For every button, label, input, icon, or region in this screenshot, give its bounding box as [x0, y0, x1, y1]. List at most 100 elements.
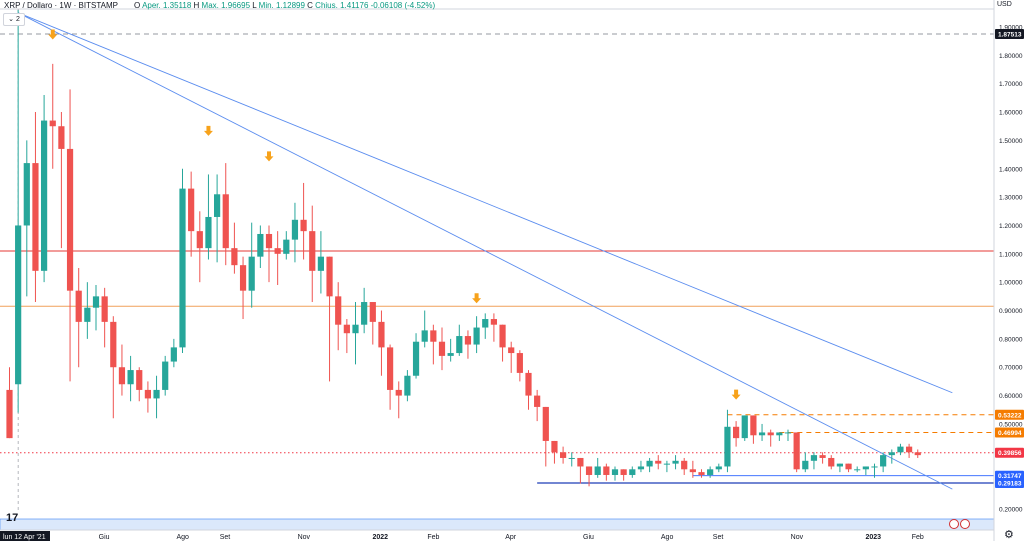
candle-body[interactable] — [92, 296, 100, 308]
symbol-title[interactable]: XRP / Dollaro · 1W · BITSTAMP — [4, 1, 118, 10]
candle-body[interactable] — [845, 463, 852, 470]
candle-body[interactable] — [214, 194, 221, 217]
candle-body[interactable] — [594, 466, 601, 475]
candle-body[interactable] — [473, 327, 480, 345]
candle-body[interactable] — [84, 307, 91, 322]
candle-body[interactable] — [335, 296, 342, 325]
candle-body[interactable] — [66, 148, 74, 291]
candle-body[interactable] — [421, 330, 428, 342]
candle-body[interactable] — [551, 440, 558, 453]
candle-body[interactable] — [274, 248, 281, 254]
candle-body[interactable] — [767, 432, 774, 436]
trend-line[interactable] — [17, 12, 953, 490]
candle-body[interactable] — [75, 290, 82, 322]
candle-body[interactable] — [629, 469, 636, 475]
us-flag-icon[interactable] — [960, 519, 970, 529]
us-flag-icon[interactable] — [949, 519, 959, 529]
candle-body[interactable] — [412, 341, 420, 376]
candle-body[interactable] — [231, 248, 238, 266]
candle-body[interactable] — [118, 367, 126, 385]
candle-body[interactable] — [447, 353, 454, 356]
candle-body[interactable] — [326, 256, 333, 297]
candle-body[interactable] — [369, 302, 376, 322]
candle-body[interactable] — [672, 460, 679, 464]
candle-body[interactable] — [663, 463, 670, 465]
candle-body[interactable] — [464, 336, 472, 345]
candle-body[interactable] — [361, 302, 368, 325]
candle-body[interactable] — [897, 446, 904, 453]
candle-body[interactable] — [32, 163, 39, 271]
candle-body[interactable] — [862, 466, 869, 470]
candle-body[interactable] — [482, 319, 489, 328]
candle-body[interactable] — [239, 265, 247, 291]
candle-body[interactable] — [144, 389, 151, 399]
candle-body[interactable] — [136, 370, 143, 390]
candle-body[interactable] — [819, 455, 826, 458]
candle-body[interactable] — [525, 372, 532, 396]
candle-body[interactable] — [802, 460, 809, 470]
collapse-indicators-button[interactable]: ⌄ 2 — [3, 13, 25, 26]
candle-body[interactable] — [611, 469, 619, 475]
candle-body[interactable] — [170, 347, 177, 362]
candle-body[interactable] — [655, 460, 662, 464]
candle-body[interactable] — [871, 466, 878, 468]
candle-body[interactable] — [568, 457, 575, 459]
candle-body[interactable] — [378, 321, 385, 348]
candle-body[interactable] — [741, 415, 748, 439]
candle-body[interactable] — [15, 225, 22, 385]
candle-body[interactable] — [698, 472, 705, 475]
candle-body[interactable] — [23, 163, 30, 226]
candle-body[interactable] — [309, 231, 316, 271]
down-arrow-marker[interactable] — [203, 125, 213, 136]
candle-body[interactable] — [196, 231, 203, 249]
candle-body[interactable] — [101, 296, 108, 322]
down-arrow-marker[interactable] — [264, 151, 274, 162]
candle-body[interactable] — [646, 460, 653, 467]
candle-body[interactable] — [205, 216, 212, 249]
candle-body[interactable] — [637, 466, 645, 470]
candle-body[interactable] — [560, 452, 567, 458]
gear-icon[interactable]: ⚙ — [1004, 529, 1014, 541]
candle-body[interactable] — [110, 321, 117, 368]
candle-body[interactable] — [508, 347, 515, 354]
candle-body[interactable] — [300, 219, 307, 232]
candle-body[interactable] — [49, 120, 56, 127]
candle-body[interactable] — [724, 426, 731, 467]
candle-body[interactable] — [395, 389, 402, 396]
candle-body[interactable] — [352, 324, 359, 334]
candle-body[interactable] — [542, 406, 549, 441]
candle-body[interactable] — [828, 457, 835, 467]
candle-body[interactable] — [854, 469, 861, 471]
candle-body[interactable] — [603, 466, 610, 475]
candle-body[interactable] — [404, 375, 411, 396]
candle-body[interactable] — [162, 361, 169, 390]
candle-body[interactable] — [438, 341, 446, 356]
candle-body[interactable] — [758, 432, 766, 436]
candle-body[interactable] — [291, 219, 299, 240]
candle-body[interactable] — [810, 455, 818, 461]
candle-body[interactable] — [793, 432, 800, 470]
candle-body[interactable] — [387, 347, 394, 390]
candle-body[interactable] — [689, 469, 696, 473]
trend-line[interactable] — [17, 12, 953, 394]
candle-body[interactable] — [784, 432, 792, 434]
candle-body[interactable] — [222, 194, 229, 249]
candle-body[interactable] — [265, 233, 273, 249]
candle-body[interactable] — [127, 370, 134, 385]
candle-body[interactable] — [499, 324, 506, 348]
candle-body[interactable] — [707, 469, 714, 475]
candle-body[interactable] — [733, 426, 740, 439]
candle-body[interactable] — [750, 415, 757, 436]
candle-body[interactable] — [534, 395, 541, 407]
candle-body[interactable] — [6, 389, 13, 439]
candle-body[interactable] — [41, 120, 48, 271]
candle-body[interactable] — [836, 463, 843, 467]
candle-body[interactable] — [58, 126, 65, 149]
candle-body[interactable] — [577, 457, 584, 467]
candle-body[interactable] — [430, 330, 437, 342]
candle-body[interactable] — [179, 188, 186, 348]
candle-body[interactable] — [888, 452, 895, 456]
down-arrow-marker[interactable] — [731, 389, 741, 400]
down-arrow-marker[interactable] — [48, 29, 58, 40]
candle-body[interactable] — [248, 256, 255, 291]
